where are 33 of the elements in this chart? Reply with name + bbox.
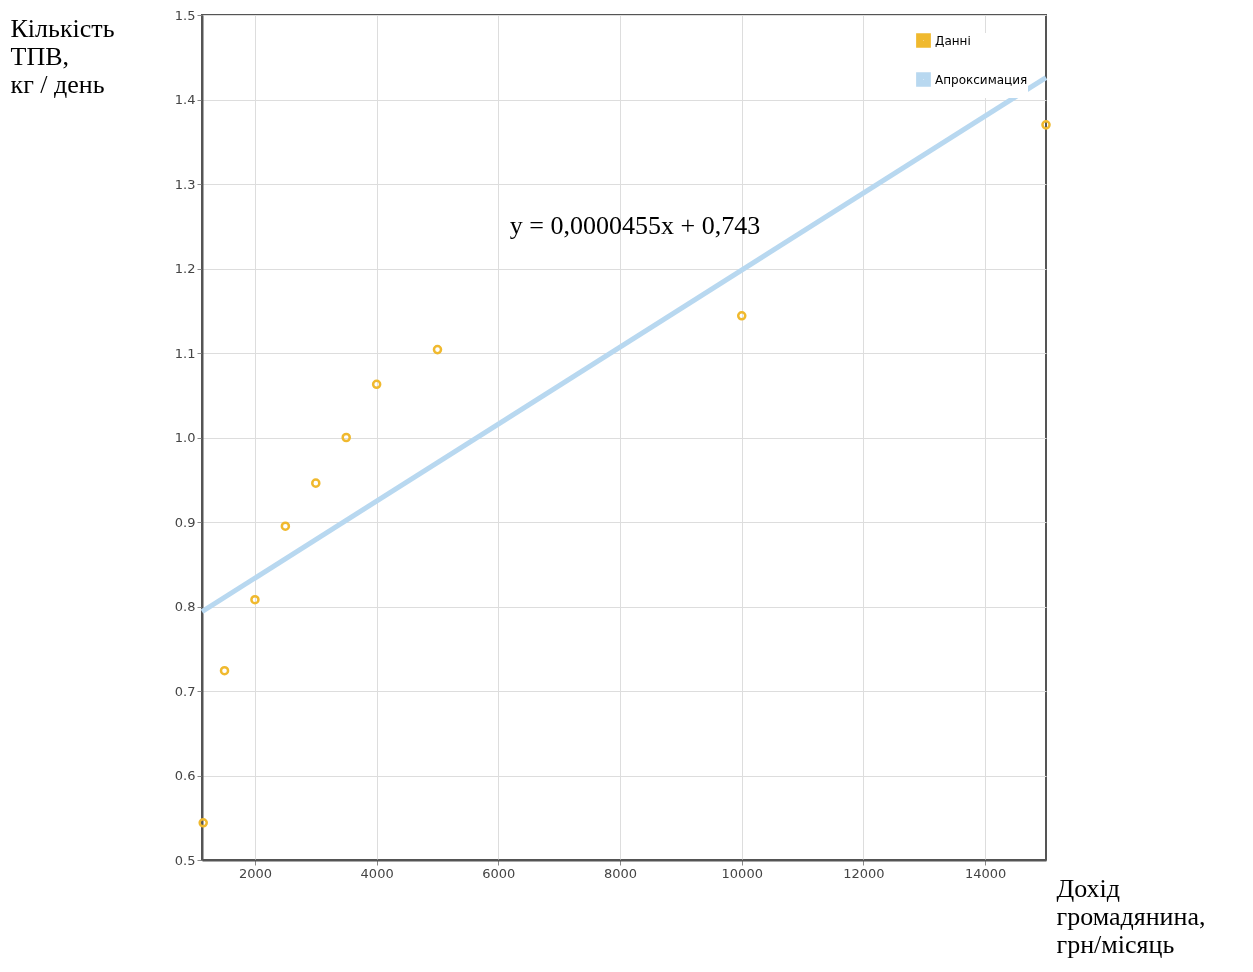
y-tick-label: 0.5 bbox=[174, 852, 196, 868]
point bbox=[311, 478, 321, 488]
x-tick-label: 10000 bbox=[721, 865, 763, 881]
legend-label: Данні bbox=[935, 33, 971, 48]
y-tick-label: 0.6 bbox=[174, 768, 196, 783]
x-tick-label: 12000 bbox=[843, 865, 885, 881]
y-tick-label: 1.4 bbox=[174, 92, 196, 107]
point bbox=[1041, 120, 1051, 130]
point bbox=[371, 379, 382, 390]
point bbox=[219, 665, 230, 676]
x-tick-label: 4000 bbox=[360, 865, 394, 881]
x-tick-label: 6000 bbox=[482, 865, 516, 881]
x-tick-label: 2000 bbox=[238, 865, 272, 881]
legend-label: Апроксимация bbox=[935, 72, 1028, 87]
y-tick-label: 1.0 bbox=[174, 430, 196, 445]
y-tick-label: 0.8 bbox=[174, 599, 196, 614]
point bbox=[432, 344, 443, 355]
y-tick-label: 1.1 bbox=[174, 345, 196, 361]
x-tick-label: 8000 bbox=[604, 865, 638, 881]
point bbox=[280, 521, 291, 531]
y-tick-label: 1.2 bbox=[174, 261, 196, 276]
x-axis-title: Дохід громадянина, грн/місяць bbox=[1056, 873, 1206, 959]
point bbox=[341, 432, 351, 443]
y-tick-label: 0.7 bbox=[174, 683, 196, 699]
y-tick-label: 0.9 bbox=[174, 514, 196, 530]
point bbox=[736, 311, 747, 321]
y-tick-label: 1.5 bbox=[174, 7, 196, 23]
point bbox=[250, 594, 260, 605]
y-axis-title: Кількість ТПВ, кг / день bbox=[10, 13, 115, 99]
y-tick-label: 1.3 bbox=[174, 176, 196, 192]
annotation: y = 0,0000455x + 0,743 bbox=[509, 211, 761, 240]
point bbox=[198, 818, 208, 828]
x-tick-label: 14000 bbox=[964, 865, 1007, 881]
